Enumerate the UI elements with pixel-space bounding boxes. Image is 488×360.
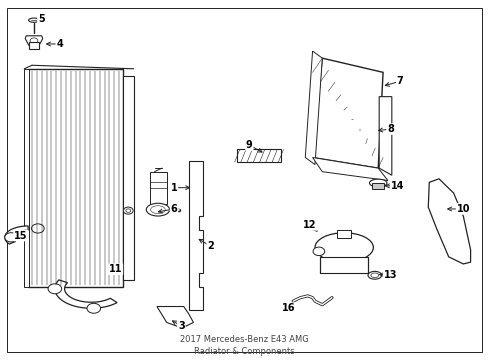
Text: 5: 5	[38, 14, 44, 24]
Bar	[319, 257, 368, 273]
Text: 7: 7	[396, 76, 403, 86]
Text: 1: 1	[170, 183, 177, 193]
Bar	[372, 183, 383, 189]
Text: 14: 14	[390, 181, 404, 191]
Text: 15: 15	[14, 230, 27, 240]
Ellipse shape	[29, 18, 39, 22]
Bar	[122, 76, 133, 280]
Polygon shape	[427, 179, 469, 264]
Ellipse shape	[150, 206, 165, 213]
Text: 12: 12	[303, 220, 316, 230]
Text: 11: 11	[109, 264, 122, 274]
Ellipse shape	[314, 233, 372, 262]
Bar	[149, 172, 166, 204]
Polygon shape	[55, 280, 117, 308]
Text: 3: 3	[178, 321, 184, 331]
Bar	[336, 230, 351, 238]
Circle shape	[123, 207, 133, 214]
Polygon shape	[312, 157, 387, 181]
Polygon shape	[312, 58, 382, 168]
Text: 6: 6	[170, 204, 177, 214]
Circle shape	[87, 303, 101, 313]
Text: 2: 2	[206, 241, 213, 251]
Ellipse shape	[367, 271, 381, 279]
Ellipse shape	[146, 203, 169, 216]
Ellipse shape	[369, 179, 386, 187]
Circle shape	[48, 284, 61, 294]
Circle shape	[30, 38, 38, 44]
Polygon shape	[378, 96, 391, 175]
Polygon shape	[25, 36, 42, 46]
Circle shape	[31, 224, 44, 233]
Bar	[28, 69, 122, 287]
Bar	[29, 42, 39, 49]
Bar	[24, 69, 29, 287]
Text: 4: 4	[56, 39, 63, 49]
Polygon shape	[5, 226, 28, 244]
Polygon shape	[305, 51, 322, 165]
Circle shape	[312, 247, 324, 256]
Circle shape	[125, 209, 130, 212]
Text: 8: 8	[386, 124, 393, 134]
Polygon shape	[157, 306, 193, 326]
Polygon shape	[188, 161, 203, 310]
Text: 9: 9	[245, 140, 252, 150]
Circle shape	[5, 233, 18, 242]
Text: 10: 10	[456, 204, 469, 214]
Bar	[237, 149, 281, 162]
Text: 2017 Mercedes-Benz E43 AMG
Radiator & Components: 2017 Mercedes-Benz E43 AMG Radiator & Co…	[180, 335, 308, 356]
Text: 13: 13	[383, 270, 396, 280]
Ellipse shape	[370, 273, 378, 278]
Text: 16: 16	[281, 303, 294, 313]
